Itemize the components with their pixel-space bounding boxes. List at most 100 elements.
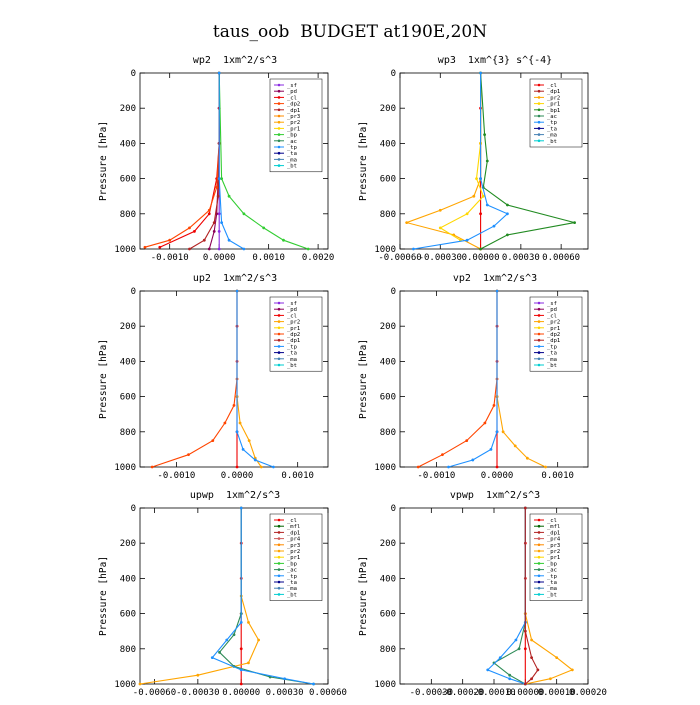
chart-plot-vp2: 0 200 400 600 800 1000 -0.0010 0.0000 0.0010 Pres… <box>358 287 589 481</box>
chart-plot-up2: 0 200 400 600 800 1000 -0.0010 0.0000 0.0010 Pres… <box>98 287 329 481</box>
legend-marker <box>537 301 541 305</box>
legend-label: _tp <box>547 344 557 350</box>
series-point-tp <box>242 247 246 251</box>
legend-label: _pr4 <box>287 537 301 543</box>
legend-label: _mfl <box>547 524 560 530</box>
legend-marker <box>277 145 281 149</box>
y-tick-label: 800 <box>380 210 396 220</box>
series-point-tp <box>283 677 287 681</box>
series-line-pr2 <box>404 73 482 250</box>
series-point-dp2 <box>483 421 487 425</box>
y-tick-label: 200 <box>380 322 396 332</box>
legend-marker <box>277 158 281 161</box>
series-point-pr2 <box>544 465 547 469</box>
series-point-tp <box>514 638 518 642</box>
series-point-dp2 <box>215 186 219 189</box>
legend-label: _pd <box>547 307 557 313</box>
legend-marker <box>537 555 541 559</box>
series-point-tp <box>489 448 493 451</box>
series-point-cl <box>495 465 499 469</box>
legend-label: _cl <box>287 95 297 101</box>
legend-marker <box>277 543 281 547</box>
y-tick-label: 200 <box>380 104 396 114</box>
series-point-pr1 <box>475 177 478 180</box>
legend-label: _ta <box>287 580 297 586</box>
panel-title: up2 1xm^2/s^3 <box>192 273 278 284</box>
figure-title: taus_oob BUDGET at190E,20N <box>212 22 488 42</box>
x-tick-label: 0.0010 <box>252 253 285 263</box>
y-tick-label: 400 <box>120 357 136 367</box>
series-point-pr2 <box>405 221 409 225</box>
series-line-dp2 <box>417 291 498 468</box>
legend-label: _tp <box>547 120 557 126</box>
series-point-pr2 <box>247 661 250 665</box>
legend-marker <box>537 83 541 87</box>
legend-marker <box>537 139 541 143</box>
x-tick-label: -0.0010 <box>151 253 189 263</box>
series-line-tp <box>236 291 274 468</box>
legend-label: _pd <box>287 89 297 95</box>
panel-title: wp2 1xm^2/s^3 <box>192 55 278 66</box>
legend-marker <box>277 586 281 590</box>
legend-marker <box>537 562 541 565</box>
legend-marker <box>537 574 541 578</box>
legend-marker <box>277 574 281 578</box>
y-tick-label: 800 <box>120 428 136 438</box>
series-point-bp <box>306 247 310 251</box>
series-point-dp1 <box>523 506 527 510</box>
series-point-pr2 <box>530 638 533 642</box>
series-point-pr2 <box>247 621 250 624</box>
x-tick-label: -0.00010 <box>472 688 515 698</box>
series-line-pr1 <box>439 73 484 241</box>
series-point-tp <box>239 506 243 510</box>
legend-label: _cl <box>547 313 557 319</box>
legend-marker <box>537 543 541 547</box>
series-point-bp <box>242 212 246 216</box>
series-point-dp2 <box>143 245 147 249</box>
series-point-dp2 <box>188 226 191 230</box>
x-tick-label: -0.00030 <box>176 688 219 698</box>
legend-label: _bt <box>287 363 297 369</box>
chart-panel-up2: up2 1xm^2/s^3 0 200 400 600 800 1000 -0.0010 0.… <box>90 273 380 488</box>
x-tick-label: 0.00000 <box>506 688 544 698</box>
y-tick-label: 400 <box>380 139 396 149</box>
series-point-tp <box>495 430 499 434</box>
series-point-tp <box>465 238 469 242</box>
legend-label: _ta <box>287 151 297 157</box>
plot-frame <box>139 507 329 685</box>
y-axis-label: Pressure [hPa] <box>358 339 369 419</box>
series-point-tp <box>498 656 502 659</box>
legend-marker <box>277 363 281 367</box>
chart-panel-wp2: wp2 1xm^2/s^3 0 200 400 600 800 1000 -0.0010 0.… <box>90 55 380 270</box>
legend-marker <box>537 524 541 528</box>
legend-label: _bt <box>547 592 557 598</box>
legend-label: _ma <box>547 133 557 139</box>
legend-marker <box>537 114 541 118</box>
y-axis-label: Pressure [hPa] <box>358 556 369 636</box>
legend-label: _dp1 <box>547 89 560 95</box>
legend-label: _dp1 <box>547 338 560 344</box>
plot-frame <box>139 72 329 250</box>
legend-label: _pr1 <box>287 555 300 561</box>
series-point-dp2 <box>187 453 190 457</box>
x-tick-label: 0.0000 <box>203 253 236 263</box>
panel-title: vpwp 1xm^2/s^3 <box>449 490 541 501</box>
series-point-tp <box>506 212 509 216</box>
legend-label: _pr1 <box>547 102 560 108</box>
chart-plot-wp3: 0 200 400 600 800 1000-0.00060-0.00030 0.00000… <box>358 69 589 263</box>
legend-marker <box>277 562 281 565</box>
series-point-bp <box>227 194 231 198</box>
y-tick-label: 1000 <box>374 245 396 255</box>
y-tick-label: 0 <box>131 504 136 514</box>
legend-marker <box>537 537 541 540</box>
y-tick-label: 0 <box>391 287 396 297</box>
legend-marker <box>537 314 541 317</box>
legend-marker <box>277 96 281 99</box>
y-tick-label: 400 <box>120 139 136 149</box>
legend-marker <box>537 133 541 136</box>
legend-label: _pr2 <box>287 120 300 126</box>
legend-marker <box>277 151 281 155</box>
x-tick-label: 0.00060 <box>542 253 580 263</box>
series-point-pr2 <box>257 638 260 642</box>
series-point-tp <box>241 448 245 451</box>
